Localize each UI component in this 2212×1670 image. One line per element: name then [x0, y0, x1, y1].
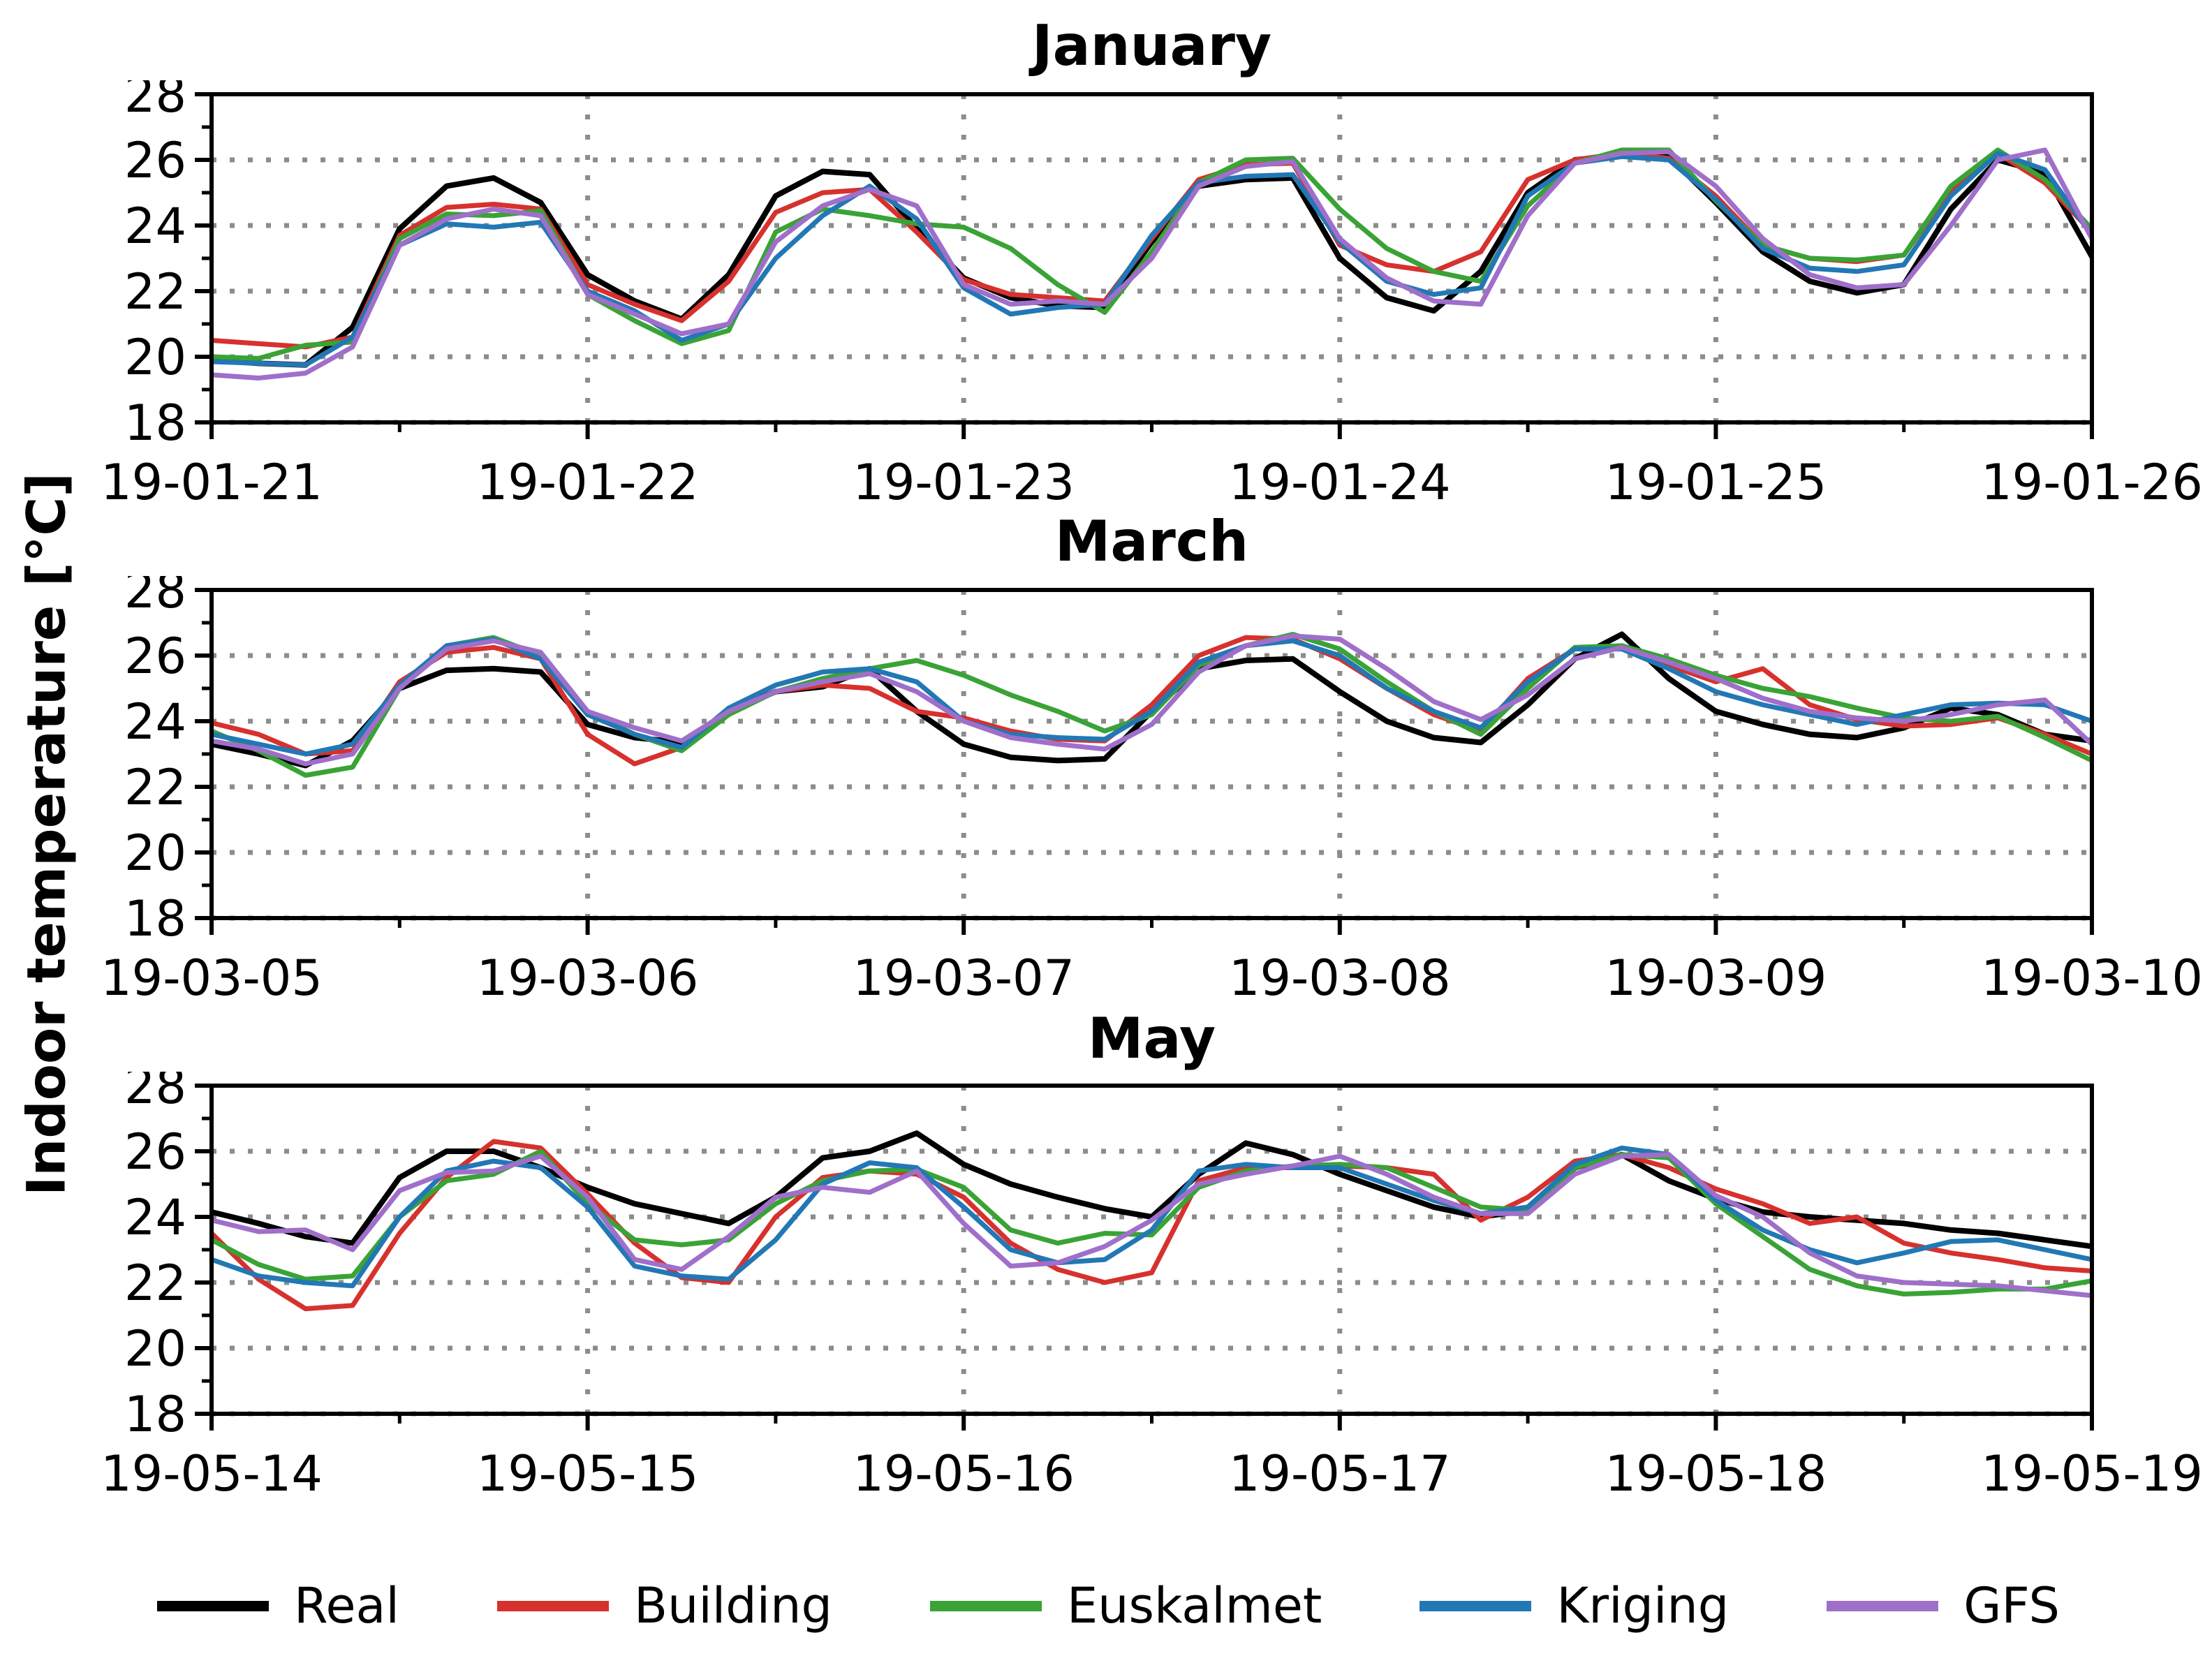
series-line-gfs	[212, 147, 2092, 380]
x-tick-label: 19-03-06	[477, 949, 699, 1007]
y-tick-label: 26	[124, 628, 186, 685]
x-tick-label: 19-05-15	[477, 1445, 699, 1502]
series-line-gfs	[212, 633, 2092, 767]
x-tick-label: 19-03-10	[1981, 949, 2203, 1007]
x-tick-label: 19-03-07	[853, 949, 1075, 1007]
x-tick-label: 19-05-16	[853, 1445, 1075, 1502]
y-tick-label: 20	[124, 1320, 186, 1377]
x-tick-label: 19-03-08	[1229, 949, 1451, 1007]
y-tick-label: 18	[124, 890, 186, 947]
y-tick-label: 24	[124, 693, 186, 751]
chart-svg-january: 18 20 22 24 26 28 19-01-21 19-01-22 19-01-23 19-0…	[101, 80, 2203, 511]
legend: Real Building Euskalmet Kriging GFS	[157, 1564, 2060, 1648]
legend-item-gfs: GFS	[1827, 1581, 2060, 1630]
legend-label-building: Building	[633, 1577, 832, 1634]
y-tick-label: 22	[124, 263, 186, 320]
x-tick-label: 19-01-25	[1605, 454, 1827, 511]
x-tick-label: 19-05-18	[1605, 1445, 1827, 1502]
legend-item-building: Building	[496, 1577, 832, 1634]
chart-title-january: January	[1031, 13, 1272, 78]
series-line-kriging	[212, 637, 2092, 757]
x-tick-label: 19-05-14	[101, 1445, 323, 1502]
y-tick-label: 28	[124, 576, 186, 619]
series-line-building	[212, 1139, 2092, 1312]
y-tick-label: 20	[124, 329, 186, 386]
series-line-building	[212, 635, 2092, 767]
x-tick-label: 19-01-22	[477, 454, 699, 511]
chart-svg-march: 18 20 22 24 26 28 19-03-05 19-03-06 19-03-07 19-0…	[101, 576, 2203, 1007]
y-tick-label: 28	[124, 1072, 186, 1115]
plot-march: 18 20 22 24 26 28 19-03-05 19-03-06 19-03-07 19-0…	[0, 576, 2212, 1030]
y-tick-label: 28	[124, 80, 186, 124]
y-tick-label: 18	[124, 394, 186, 452]
x-tick-label: 19-01-23	[853, 454, 1075, 511]
series-line-kriging	[212, 1145, 2092, 1289]
legend-label-euskalmet: Euskalmet	[1066, 1577, 1322, 1634]
x-tick-label: 19-01-21	[101, 454, 323, 511]
plot-january: 18 20 22 24 26 28 19-01-21 19-01-22 19-01-23 19-0…	[0, 80, 2212, 534]
y-tick-label: 22	[124, 1255, 186, 1312]
y-tick-label: 24	[124, 198, 186, 255]
legend-label-real: Real	[294, 1577, 399, 1634]
y-tick-label: 18	[124, 1386, 186, 1443]
legend-label-gfs: GFS	[1963, 1577, 2060, 1634]
legend-swatch-euskalmet	[929, 1600, 1042, 1611]
legend-label-kriging: Kriging	[1556, 1577, 1730, 1634]
legend-swatch-gfs	[1827, 1600, 1939, 1611]
x-tick-label: 19-05-17	[1229, 1445, 1451, 1502]
legend-item-kriging: Kriging	[1420, 1581, 1729, 1630]
x-tick-label: 19-01-24	[1229, 454, 1451, 511]
x-tick-label: 19-05-19	[1981, 1445, 2203, 1502]
chart-title-march: March	[1054, 509, 1249, 574]
y-tick-label: 26	[124, 1123, 186, 1181]
y-tick-label: 24	[124, 1189, 186, 1246]
legend-swatch-real	[157, 1600, 269, 1611]
y-tick-label: 26	[124, 132, 186, 189]
x-tick-label: 19-01-26	[1981, 454, 2203, 511]
chart-title-may: May	[1087, 1006, 1216, 1071]
x-tick-label: 19-03-09	[1605, 949, 1827, 1007]
series-line-gfs	[212, 1152, 2092, 1299]
legend-swatch-building	[496, 1600, 609, 1611]
chart-svg-may: 18 20 22 24 26 28 19-05-14 19-05-15 19-05-16 19-0…	[101, 1072, 2203, 1502]
legend-item-euskalmet: Euskalmet	[929, 1577, 1322, 1634]
legend-item-real: Real	[157, 1581, 399, 1630]
series-line-kriging	[212, 151, 2092, 368]
plot-may: 18 20 22 24 26 28 19-05-14 19-05-15 19-05-16 19-0…	[0, 1072, 2212, 1525]
x-tick-label: 19-03-05	[101, 949, 323, 1007]
y-tick-label: 22	[124, 759, 186, 816]
y-tick-label: 20	[124, 825, 186, 882]
legend-swatch-kriging	[1420, 1600, 1532, 1611]
